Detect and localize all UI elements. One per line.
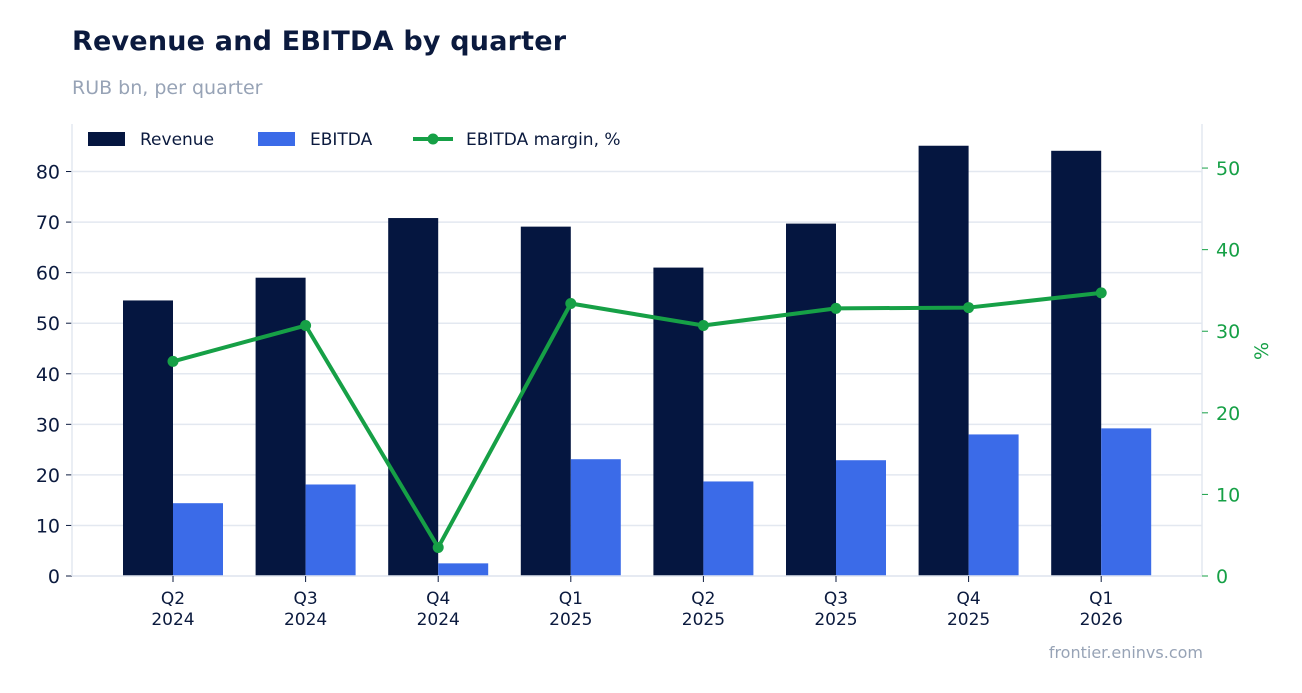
ebitda-margin-point: [963, 302, 975, 314]
x-tick-label-quarter: Q1: [559, 589, 583, 609]
ebitda-bar: [1101, 428, 1152, 576]
ebitda-bar: [703, 481, 754, 576]
right-tick-label: 40: [1216, 240, 1240, 262]
revenue-bar: [388, 218, 439, 576]
left-tick-label: 80: [36, 162, 60, 184]
ebitda-bar: [305, 484, 356, 576]
legend-swatch-revenue: [88, 132, 125, 146]
legend-swatch-ebitda: [258, 132, 295, 146]
ebitda-bar: [438, 563, 489, 576]
legend-label-revenue: Revenue: [140, 130, 214, 150]
ebitda-margin-point: [300, 320, 312, 332]
x-tick-label-year: 2025: [814, 610, 857, 630]
grid-layer: [72, 170, 1202, 577]
x-tick-label-year: 2025: [549, 610, 592, 630]
x-tick-label-quarter: Q2: [161, 589, 185, 609]
revenue-bar: [786, 223, 836, 576]
ebitda-margin-point: [1095, 287, 1107, 299]
chart-title: Revenue and EBITDA by quarter: [72, 26, 567, 57]
x-tick-label-quarter: Q3: [824, 589, 848, 609]
left-tick-label: 0: [48, 566, 60, 588]
axes-layer: 0102030405060708001020304050%Q22024Q3202…: [36, 124, 1273, 630]
left-tick-label: 10: [36, 515, 60, 537]
x-tick-label-year: 2025: [947, 610, 990, 630]
legend-swatch-margin-marker: [427, 133, 439, 145]
revenue-bar: [255, 277, 306, 576]
legend-label-ebitda: EBITDA: [310, 130, 373, 150]
left-tick-label: 70: [36, 212, 60, 234]
left-tick-label: 60: [36, 263, 60, 285]
ebitda-bar: [570, 459, 621, 576]
x-tick-label-year: 2026: [1080, 610, 1123, 630]
ebitda-margin-point: [697, 320, 709, 332]
revenue-bar: [1051, 150, 1102, 576]
bars-layer: [123, 145, 1152, 577]
right-tick-label: 20: [1216, 403, 1240, 425]
x-tick-label-quarter: Q1: [1089, 589, 1113, 609]
source-note: frontier.eninvs.com: [1048, 643, 1203, 662]
ebitda-bar: [173, 503, 223, 576]
left-tick-label: 30: [36, 414, 60, 436]
x-tick-label-quarter: Q4: [956, 589, 980, 609]
x-tick-label-year: 2024: [284, 610, 327, 630]
ebitda-margin-point: [565, 297, 577, 309]
revenue-bar: [918, 145, 969, 577]
revenue-bar: [520, 226, 571, 576]
revenue-bar: [653, 267, 704, 576]
ebitda-margin-point: [167, 355, 179, 367]
revenue-bar: [123, 300, 173, 576]
right-tick-label: 50: [1216, 158, 1240, 180]
x-tick-label-year: 2024: [417, 610, 460, 630]
chart-subtitle: RUB bn, per quarter: [72, 77, 263, 99]
x-tick-label-year: 2024: [151, 610, 194, 630]
x-tick-label-quarter: Q3: [293, 589, 317, 609]
legend: Revenue EBITDA EBITDA margin, %: [88, 130, 621, 150]
x-tick-label-quarter: Q4: [426, 589, 450, 609]
x-tick-label-year: 2025: [682, 610, 725, 630]
right-tick-label: 30: [1216, 321, 1240, 343]
ebitda-bar: [968, 434, 1019, 576]
x-tick-label-quarter: Q2: [691, 589, 715, 609]
ebitda-margin-point: [432, 541, 444, 553]
ebitda-margin-line: [172, 290, 1102, 550]
margin-line-layer: [167, 287, 1107, 553]
left-tick-label: 40: [36, 364, 60, 386]
left-tick-label: 20: [36, 465, 60, 487]
legend-label-margin: EBITDA margin, %: [466, 130, 621, 150]
right-tick-label: 10: [1216, 484, 1240, 506]
right-axis-label: %: [1251, 342, 1273, 360]
ebitda-bar: [836, 460, 886, 576]
ebitda-margin-point: [830, 302, 842, 314]
left-tick-label: 50: [36, 313, 60, 335]
right-tick-label: 0: [1216, 566, 1228, 588]
